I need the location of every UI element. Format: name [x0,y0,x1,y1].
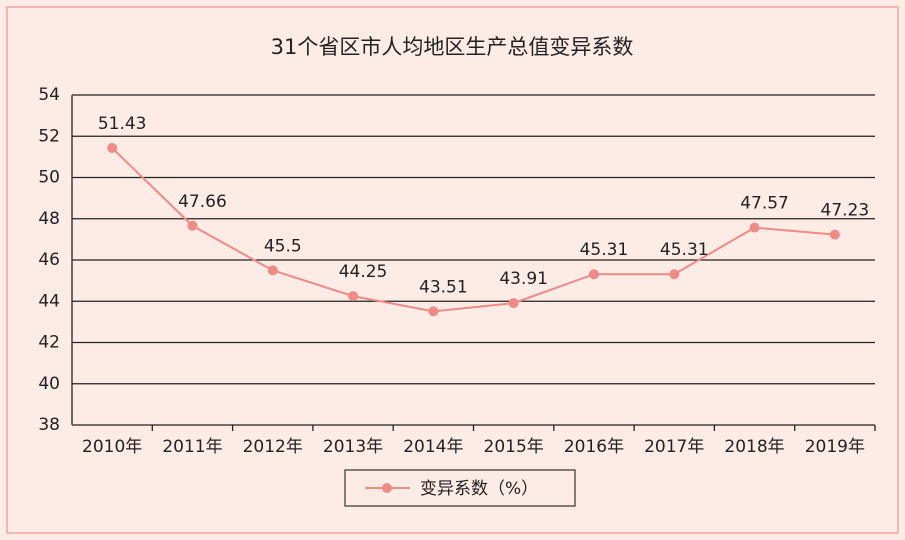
y-tick-label: 48 [38,209,60,229]
y-tick-label: 44 [38,291,60,311]
data-label: 43.51 [419,277,468,297]
marker [107,143,118,154]
data-label: 47.23 [821,201,870,221]
marker [187,220,198,231]
legend-marker [382,483,392,493]
data-label: 45.31 [660,240,709,260]
marker [428,306,439,317]
frame [6,6,899,534]
marker [267,265,278,276]
data-label: 45.5 [264,236,302,256]
y-tick-label: 46 [38,250,60,270]
y-tick-label: 38 [38,415,60,435]
line [111,147,835,313]
y-tick-label: 54 [38,85,60,105]
x-tick-label: 2014年 [403,437,463,457]
y-tick-label: 40 [38,374,60,394]
marker [348,291,359,302]
x-tick-label: 2013年 [323,437,383,457]
legend-box [344,469,576,507]
x-tick-label: 2019年 [805,437,865,457]
data-label: 51.43 [98,114,147,134]
marker [588,269,599,280]
y-tick-label: 42 [38,333,60,353]
y-tick-label: 50 [38,168,60,188]
data-label: 43.91 [499,269,548,289]
data-label: 44.25 [339,262,388,282]
x-tick-label: 2015年 [484,437,544,457]
x-tick-label: 2017年 [644,437,704,457]
x-tick-label: 2012年 [243,437,303,457]
x-tick-label: 2018年 [724,437,784,457]
x-tick-label: 2016年 [564,437,624,457]
chart-title: 31个省区市人均地区生产总值变异系数 [271,35,634,59]
marker [829,229,840,240]
marker [749,222,760,233]
legend-label: 变异系数（%） [420,479,538,499]
marker [508,298,519,309]
data-label: 47.57 [740,194,789,214]
y-tick-label: 52 [38,126,60,146]
marker [669,269,680,280]
data-label: 47.66 [178,192,227,212]
x-tick-label: 2010年 [82,437,142,457]
data-label: 45.31 [580,240,629,260]
x-tick-label: 2011年 [162,437,222,457]
